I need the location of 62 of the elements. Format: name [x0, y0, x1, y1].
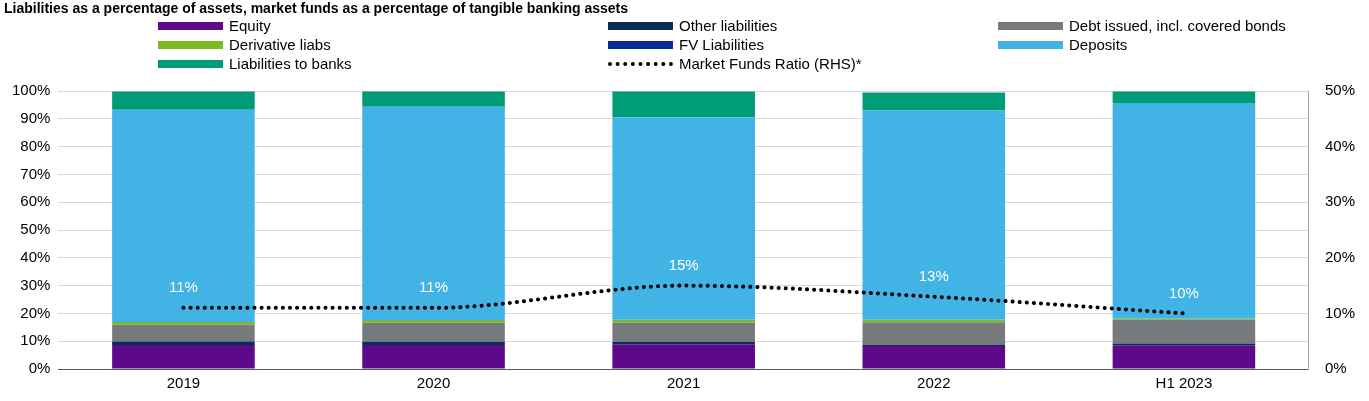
bar [862, 345, 1006, 369]
data-label: 11% [419, 278, 449, 296]
y2-tick-label: 20% [1324, 247, 1356, 265]
bar [362, 345, 505, 369]
data-label: 15% [668, 256, 699, 274]
bar [612, 322, 755, 343]
bar [1112, 91, 1256, 103]
bar [362, 322, 505, 342]
bar [1112, 102, 1256, 319]
bar [862, 92, 1006, 111]
bar [612, 344, 755, 369]
y2-tick-label: 40% [1324, 136, 1356, 154]
y-tick-label: 40% [20, 247, 51, 265]
data-label: 11% [168, 278, 198, 296]
legend-label: Debt issued, incl. covered bonds [1069, 16, 1286, 35]
bar [362, 320, 505, 323]
y-tick-label: 80% [20, 136, 51, 154]
bar [362, 341, 505, 346]
y2-tick-label: 50% [1324, 81, 1356, 99]
bar [362, 91, 505, 107]
y2-tick-label: 30% [1324, 192, 1356, 210]
bar [362, 106, 505, 321]
bar [112, 91, 255, 110]
legend-label: Market Funds Ratio (RHS)* [679, 55, 862, 74]
y-tick-label: 0% [28, 359, 51, 377]
x-tick-label: 2020 [416, 374, 451, 392]
bar [112, 109, 255, 323]
bar [112, 345, 255, 369]
y-tick-label: 60% [20, 192, 51, 210]
y2-tick-label: 10% [1324, 303, 1356, 321]
y-tick-label: 30% [20, 275, 51, 293]
bar [612, 117, 755, 320]
data-label: 13% [918, 267, 949, 285]
bar [862, 322, 1006, 346]
legend-label: Liabilities to banks [229, 55, 352, 74]
x-tick-label: H1 2023 [1155, 374, 1213, 392]
x-tick-label: 2022 [917, 374, 951, 392]
bar [612, 319, 755, 323]
bar [862, 110, 1006, 320]
bar [112, 324, 255, 342]
legend-label: Equity [229, 16, 271, 35]
y-tick-label: 100% [11, 81, 51, 99]
x-tick-label: 2021 [666, 374, 701, 392]
bar [1112, 345, 1256, 369]
legend-label: Derivative liabs [229, 35, 331, 54]
bar [1112, 319, 1256, 344]
y-tick-label: 10% [20, 331, 51, 349]
bar [612, 91, 755, 118]
chart-title: Liabilities as a percentage of assets, market funds as a percentage of tangible banking assets [3, 0, 629, 16]
legend-label: Deposits [1069, 35, 1128, 54]
bar [112, 341, 255, 346]
y-tick-label: 20% [20, 303, 51, 321]
bar [112, 322, 255, 325]
data-label: 10% [1168, 284, 1199, 302]
y2-tick-label: 0% [1324, 359, 1347, 377]
y-tick-label: 90% [20, 108, 51, 126]
x-tick-label: 2019 [166, 374, 201, 392]
legend-label: Other liabilities [679, 16, 778, 35]
y-tick-label: 70% [20, 164, 51, 182]
bar [612, 342, 755, 345]
legend-label: FV Liabilities [679, 35, 765, 54]
y-tick-label: 50% [20, 220, 51, 238]
